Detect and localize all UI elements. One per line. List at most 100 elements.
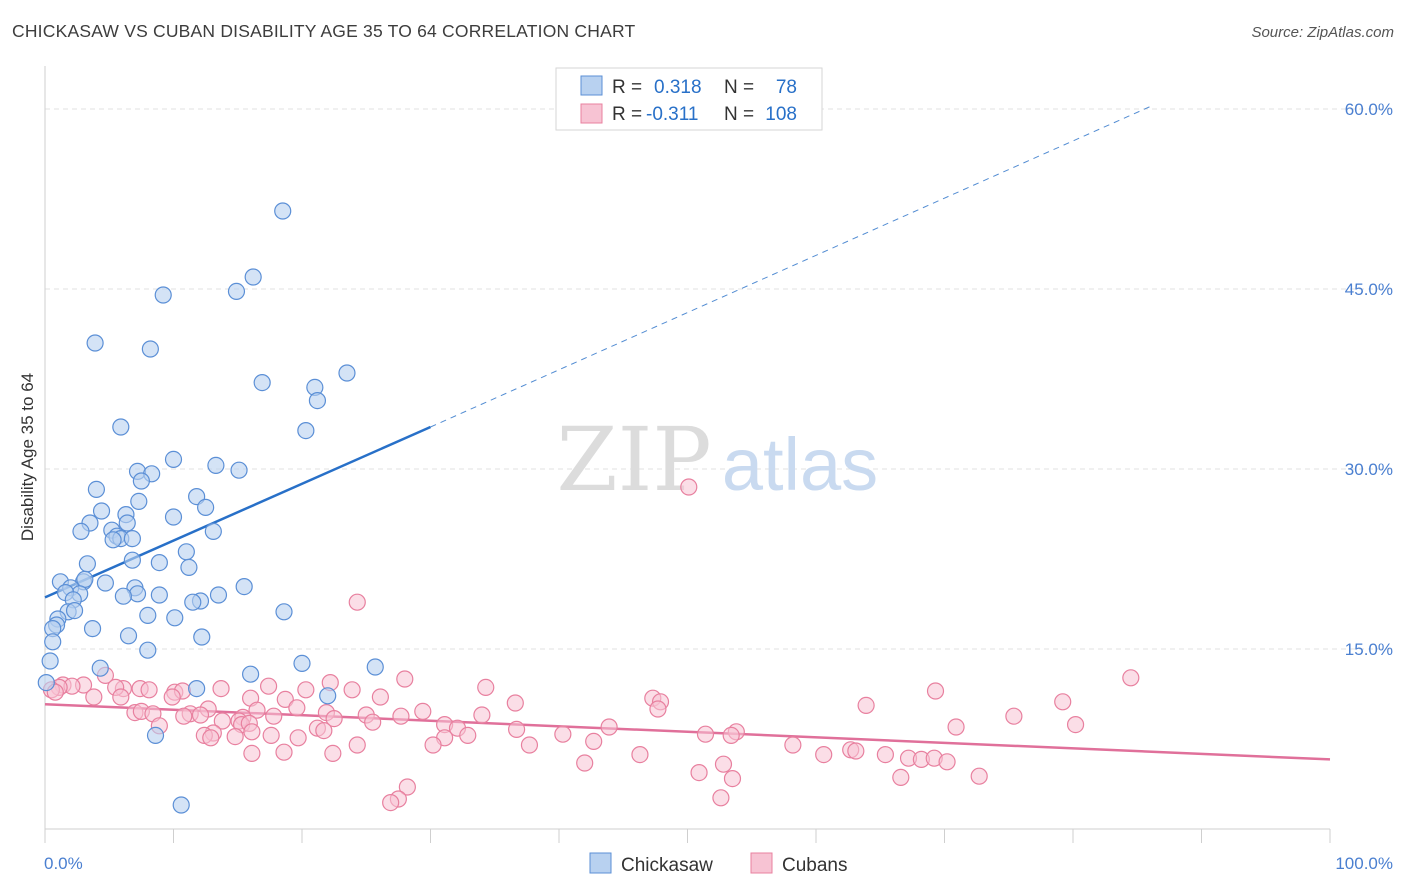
cubans-point (191, 706, 210, 724)
chickasaw-point (297, 422, 315, 440)
cubans-point (784, 736, 802, 754)
chickasaw-n-label: N = (724, 77, 754, 98)
cubans-point (175, 707, 193, 725)
chickasaw-point (253, 374, 271, 392)
chickasaw-point (119, 627, 138, 645)
cubans-point (714, 755, 733, 773)
cubans-point (723, 769, 742, 788)
chickasaw-point (230, 461, 248, 479)
cubans-point (680, 478, 698, 496)
cubans-point (576, 754, 594, 772)
cubans-point (343, 681, 361, 699)
chickasaw-point (83, 619, 102, 638)
chart-title: CHICKASAW VS CUBAN DISABILITY AGE 35 TO … (12, 21, 636, 41)
chickasaw-point (41, 652, 59, 670)
chickasaw-trend-extension (430, 106, 1151, 428)
chickasaw-point (123, 529, 141, 548)
watermark: ZIP atlas (556, 408, 878, 511)
cubans-point (382, 793, 400, 812)
chickasaw-point (235, 577, 253, 596)
chickasaw-r-label: R = (612, 77, 642, 98)
chickasaw-point (76, 570, 94, 589)
cubans-point (396, 670, 414, 688)
cubans-legend-swatch (580, 103, 603, 124)
chickasaw-point (44, 633, 62, 651)
chickasaw-point (204, 522, 222, 541)
cubans-point (631, 745, 649, 764)
cubans-point (815, 745, 833, 764)
chickasaw-point (207, 456, 225, 474)
cubans-point (1005, 707, 1023, 725)
cubans-points (42, 478, 1140, 812)
chickasaw-point (132, 472, 150, 490)
cubans-point (690, 763, 708, 782)
cubans-point (926, 682, 945, 700)
y-tick-label: 45.0% (1345, 280, 1393, 299)
chickasaw-points (37, 202, 384, 814)
x-tick-label-min: 0.0% (44, 854, 83, 873)
cubans-point (712, 789, 730, 807)
stats-legend: R = 0.318 N = 78 R = -0.311 N = 108 (555, 67, 823, 131)
chickasaw-point (65, 601, 84, 620)
cubans-point (288, 699, 306, 717)
chickasaw-point (274, 202, 292, 220)
chickasaw-point (366, 658, 384, 676)
chickasaw-trend-line (44, 425, 432, 599)
cubans-point (364, 713, 382, 731)
chickasaw-point (87, 480, 106, 498)
chickasaw-point (37, 673, 55, 692)
cubans-point (722, 726, 740, 745)
cubans-point (202, 729, 220, 747)
chickasaw-point (172, 796, 190, 814)
gridlines (45, 108, 1393, 650)
cubans-point (315, 721, 333, 740)
legend-cubans-swatch (750, 852, 773, 874)
cubans-n-label: N = (724, 104, 754, 125)
chickasaw-point (128, 585, 147, 603)
axes (44, 66, 1331, 843)
chickasaw-point (180, 558, 198, 577)
chickasaw-point (227, 282, 246, 300)
chickasaw-point (193, 628, 211, 646)
cubans-point (473, 706, 491, 724)
cubans-point (259, 677, 278, 695)
cubans-point (1054, 693, 1072, 711)
cubans-point (392, 707, 410, 725)
cubans-point (892, 768, 910, 787)
chickasaw-point (78, 555, 97, 573)
cubans-point (424, 736, 442, 754)
cubans-point (289, 729, 307, 747)
chickasaw-point (188, 679, 206, 698)
cubans-point (262, 726, 280, 745)
chickasaw-point (112, 418, 130, 436)
cubans-point (163, 688, 181, 706)
cubans-point (507, 720, 526, 739)
chickasaw-point (164, 450, 183, 468)
chickasaw-point (177, 543, 195, 561)
chickasaw-point (166, 609, 184, 627)
chickasaw-point (244, 268, 262, 286)
chickasaw-point (197, 498, 215, 516)
cubans-point (348, 593, 366, 611)
cubans-point (876, 745, 894, 764)
chickasaw-point (118, 514, 136, 532)
cubans-point (459, 726, 477, 745)
cubans-n-value: 108 (765, 104, 797, 125)
cubans-point (947, 718, 965, 736)
chickasaw-point (293, 654, 311, 673)
chickasaw-point (130, 492, 148, 510)
chickasaw-n-value: 78 (776, 77, 797, 98)
series-legend: Chickasaw Cubans (589, 852, 848, 876)
cubans-point (520, 736, 539, 754)
chickasaw-point (86, 334, 104, 352)
chickasaw-point (150, 553, 168, 572)
chickasaw-point (114, 587, 132, 605)
watermark-atlas: atlas (722, 423, 878, 506)
chickasaw-point (91, 659, 109, 677)
chickasaw-point (104, 531, 122, 549)
cubans-point (1066, 715, 1085, 734)
chickasaw-point (150, 586, 168, 604)
cubans-point (348, 736, 366, 754)
cubans-point (212, 679, 230, 698)
